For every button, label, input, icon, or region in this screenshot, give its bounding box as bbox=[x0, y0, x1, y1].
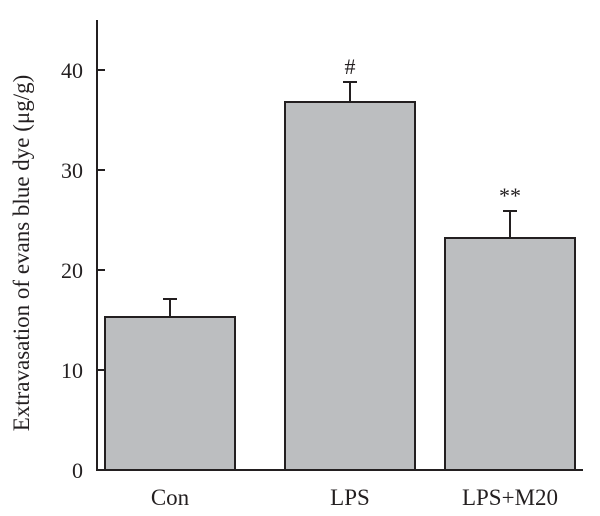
y-tick-label: 20 bbox=[61, 258, 83, 283]
bar-lps-m20 bbox=[444, 237, 576, 471]
x-tick-label: LPS bbox=[330, 485, 370, 510]
bar-con bbox=[104, 316, 236, 471]
y-tick-label: 30 bbox=[61, 158, 83, 183]
x-tick-label: LPS+M20 bbox=[462, 485, 558, 510]
bar-lps bbox=[284, 101, 416, 471]
significance-marker: ** bbox=[499, 183, 521, 208]
x-tick-label: Con bbox=[151, 485, 190, 510]
y-axis-title: Extravasation of evans blue dye (μg/g) bbox=[9, 75, 34, 432]
significance-marker: # bbox=[345, 54, 356, 79]
y-tick-label: 0 bbox=[72, 458, 83, 483]
y-tick-label: 10 bbox=[61, 358, 83, 383]
y-tick-label: 40 bbox=[61, 58, 83, 83]
plot-area: Con # LPS ** LPS+M20 0 10 20 30 40 bbox=[61, 20, 583, 510]
